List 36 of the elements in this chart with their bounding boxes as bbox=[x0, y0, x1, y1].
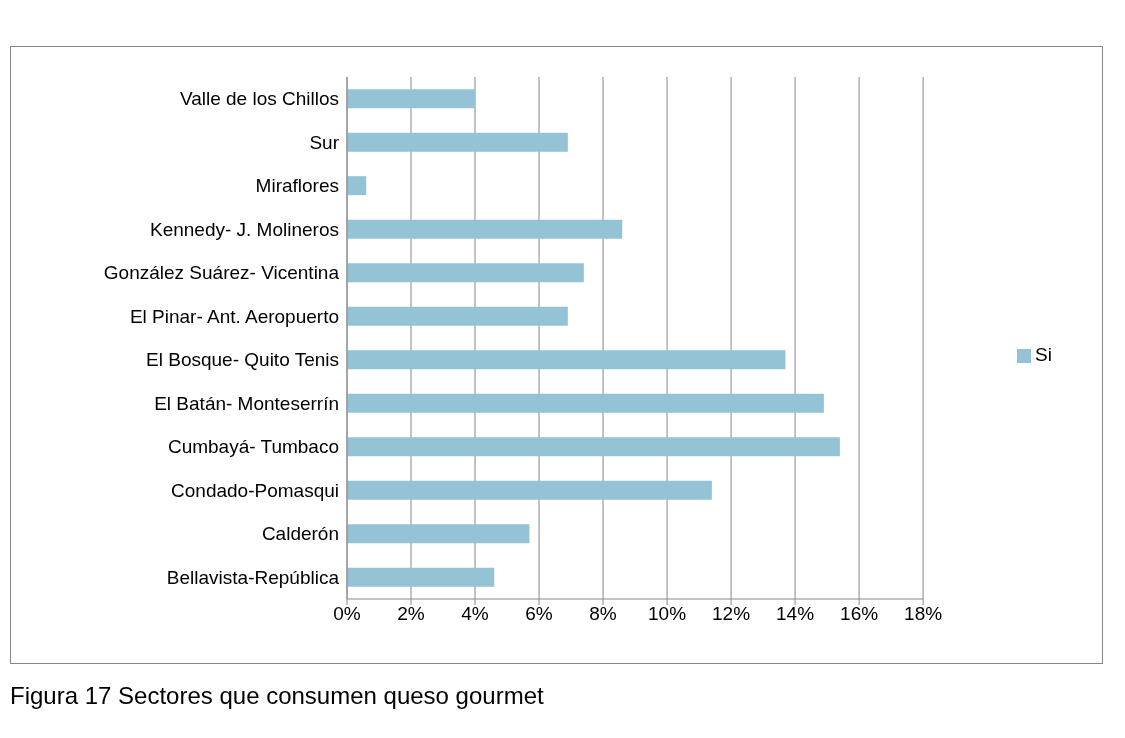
bar bbox=[347, 480, 712, 500]
y-tick-label: Bellavista-República bbox=[166, 566, 340, 588]
x-tick-label: 0% bbox=[333, 603, 361, 625]
y-tick-label: El Batán- Monteserrín bbox=[154, 392, 339, 414]
bar bbox=[347, 437, 840, 457]
y-tick-label: González Suárez- Vicentina bbox=[103, 262, 340, 284]
bar bbox=[347, 263, 584, 283]
bar bbox=[347, 132, 568, 152]
bar bbox=[347, 393, 824, 413]
bar bbox=[347, 350, 786, 370]
x-tick-label: 8% bbox=[589, 603, 617, 625]
legend-label: Si bbox=[1035, 344, 1052, 365]
x-tick-label: 2% bbox=[397, 603, 425, 625]
y-tick-label: Sur bbox=[309, 131, 340, 153]
y-tick-label: Kennedy- J. Molineros bbox=[149, 218, 339, 240]
bar bbox=[347, 567, 495, 587]
x-tick-label: 6% bbox=[525, 603, 553, 625]
bar bbox=[347, 524, 530, 544]
x-tick-label: 16% bbox=[840, 603, 879, 625]
bar bbox=[347, 89, 476, 109]
y-tick-label: Condado-Pomasqui bbox=[171, 479, 339, 501]
y-tick-label: Calderón bbox=[261, 523, 339, 545]
x-tick-label: 12% bbox=[712, 603, 751, 625]
x-tick-label: 14% bbox=[776, 603, 815, 625]
bar bbox=[347, 306, 568, 326]
y-tick-label: Cumbayá- Tumbaco bbox=[167, 436, 339, 458]
x-tick-label: 4% bbox=[461, 603, 489, 625]
y-tick-label: El Pinar- Ant. Aeropuerto bbox=[129, 305, 339, 327]
x-tick-label: 18% bbox=[904, 603, 943, 625]
y-tick-label: Miraflores bbox=[255, 175, 339, 197]
text: Figura 17 Sectores que consumen queso gourmet bbox=[10, 682, 545, 710]
y-tick-label: Valle de los Chillos bbox=[179, 88, 339, 110]
bar bbox=[347, 176, 367, 196]
y-tick-label: El Bosque- Quito Tenis bbox=[146, 349, 339, 371]
x-tick-label: 10% bbox=[648, 603, 687, 625]
bar bbox=[347, 219, 623, 239]
